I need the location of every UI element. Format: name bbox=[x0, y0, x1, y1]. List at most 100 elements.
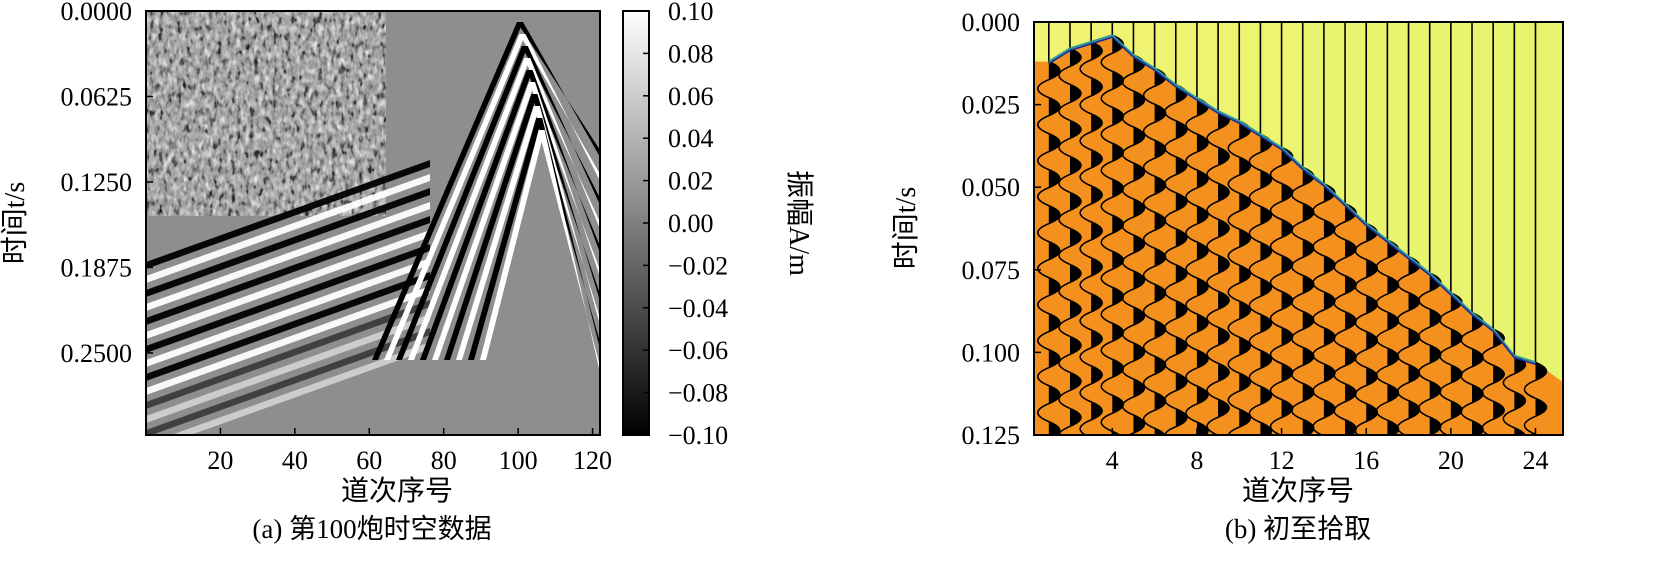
heatmap-a bbox=[146, 11, 600, 435]
trace-positive-fill bbox=[1091, 41, 1103, 60]
trace-positive-fill bbox=[1069, 264, 1081, 283]
trace-positive-fill bbox=[1323, 255, 1335, 274]
x-tick-label-b: 24 bbox=[1522, 446, 1548, 475]
wavefront-band-left bbox=[480, 130, 545, 360]
trace-positive-fill bbox=[1429, 381, 1441, 400]
wavefront-band-left bbox=[408, 58, 531, 360]
trace-positive-fill bbox=[1091, 149, 1103, 168]
trace-positive-fill bbox=[1345, 347, 1357, 366]
trace-positive-fill bbox=[1154, 428, 1165, 435]
x-axis-a: 20 40 60 80 100 120 bbox=[207, 428, 612, 475]
trace-positive-fill bbox=[1112, 143, 1124, 162]
trace-positive-fill bbox=[1281, 327, 1293, 346]
colorbar-tick-label: 0.02 bbox=[668, 167, 714, 196]
wavefront-band-left bbox=[456, 106, 540, 360]
trace-positive-fill bbox=[1091, 185, 1103, 204]
trace-positive-fill bbox=[1048, 277, 1060, 296]
trace-positive-fill bbox=[1133, 235, 1145, 254]
trace-positive-fill bbox=[1218, 255, 1230, 274]
trace-positive-fill bbox=[1366, 295, 1378, 314]
trace-positive-fill bbox=[1302, 419, 1314, 435]
colorbar-tick-label: 0.04 bbox=[668, 124, 714, 153]
trace-positive-fill bbox=[1091, 401, 1103, 420]
y-tick-label-a: 0.1875 bbox=[61, 253, 133, 282]
x-axis-label-b: 道次序号 bbox=[1242, 475, 1354, 507]
colorbar-tick-label: −0.10 bbox=[668, 421, 728, 450]
panel-b: 0.000 0.025 0.050 0.075 0.100 0.125 4 8 12 16 20 2… bbox=[890, 8, 1564, 544]
trace-positive-fill bbox=[1281, 183, 1293, 202]
trace-positive-fill bbox=[1387, 384, 1399, 403]
trace-positive-fill bbox=[1239, 373, 1251, 392]
trace-positive-fill bbox=[1387, 276, 1399, 295]
trace-positive-fill bbox=[1450, 328, 1462, 347]
x-tick-label-a: 80 bbox=[431, 446, 457, 475]
trace-positive-fill bbox=[1450, 400, 1462, 419]
trace-positive-fill bbox=[1281, 291, 1293, 310]
trace-positive-fill bbox=[1345, 275, 1357, 294]
trace-positive-fill bbox=[1387, 348, 1399, 367]
trace-positive-fill bbox=[1112, 323, 1124, 342]
trace-positive-fill bbox=[1175, 300, 1187, 319]
trace-positive-fill bbox=[1345, 383, 1357, 402]
caption-b: (b) 初至拾取 bbox=[1225, 514, 1371, 544]
trace-positive-fill bbox=[1323, 291, 1335, 310]
x-tick-label-a: 100 bbox=[499, 446, 538, 475]
trace-positive-fill bbox=[1133, 127, 1145, 146]
trace-positive-fill bbox=[1154, 248, 1166, 267]
trace-positive-fill bbox=[1133, 199, 1145, 218]
trace-positive-fill bbox=[1323, 219, 1335, 238]
y-tick-label-b: 0.075 bbox=[962, 256, 1021, 285]
trace-positive-fill bbox=[1302, 239, 1314, 258]
colorbar-tick-label: −0.06 bbox=[668, 336, 728, 365]
trace-positive-fill bbox=[1175, 408, 1187, 427]
colorbar-tick-label: 0.10 bbox=[668, 0, 714, 26]
trace-positive-fill bbox=[1048, 169, 1060, 188]
trace-positive-fill bbox=[1493, 365, 1505, 384]
trace-positive-fill bbox=[1154, 284, 1166, 303]
trace-positive-fill bbox=[1239, 301, 1251, 320]
trace-positive-fill bbox=[1429, 309, 1441, 328]
trace-positive-fill bbox=[1069, 408, 1081, 427]
trace-positive-fill bbox=[1472, 420, 1484, 435]
reflection-band bbox=[146, 314, 430, 423]
x-tick-label-a: 60 bbox=[356, 446, 382, 475]
wiggle-plot-b bbox=[1034, 22, 1563, 435]
y-axis-label-a: 时间t/s bbox=[0, 182, 31, 264]
trace-positive-fill bbox=[1196, 133, 1208, 152]
trace-positive-fill bbox=[1260, 386, 1272, 405]
trace-positive-fill bbox=[1345, 239, 1357, 258]
trace-positive-fill bbox=[1239, 157, 1251, 176]
trace-positive-fill bbox=[1260, 278, 1272, 297]
trace-positive-fill bbox=[1091, 77, 1103, 96]
trace-positive-fill bbox=[1260, 242, 1272, 261]
trace-positive-fill bbox=[1196, 277, 1208, 296]
trace-positive-fill bbox=[1281, 219, 1293, 238]
y-axis-b: 0.000 0.025 0.050 0.075 0.100 0.125 bbox=[962, 8, 1041, 450]
trace-positive-fill bbox=[1260, 422, 1272, 435]
plot-frame-a bbox=[145, 10, 601, 436]
trace-positive-fill bbox=[1302, 347, 1314, 366]
colorbar-label: 振幅A/m bbox=[783, 170, 815, 276]
trace-positive-fill bbox=[1133, 271, 1145, 290]
trace-positive-fill bbox=[1112, 287, 1124, 306]
trace-positive-fill bbox=[1196, 205, 1208, 224]
y-tick-label-b: 0.125 bbox=[962, 421, 1021, 450]
trace-positive-fill bbox=[1112, 71, 1124, 90]
trace-positive-fill bbox=[1218, 219, 1230, 238]
trace-positive-fill bbox=[1218, 327, 1230, 346]
trace-positive-fill bbox=[1260, 206, 1272, 225]
trace-positive-fill bbox=[1260, 350, 1272, 369]
reflection-band bbox=[146, 258, 430, 367]
colorbar-tick-label: 0.00 bbox=[668, 209, 714, 238]
trace-positive-fill bbox=[1218, 183, 1230, 202]
trace-positive-fill bbox=[1133, 163, 1145, 182]
colorbar-tick-label: −0.02 bbox=[668, 251, 728, 280]
trace-positive-fill bbox=[1239, 265, 1251, 284]
y-tick-label-b: 0.050 bbox=[962, 173, 1021, 202]
trace-positive-fill bbox=[1048, 97, 1060, 116]
trace-positive-fill bbox=[1133, 415, 1145, 434]
y-tick-label-b: 0.025 bbox=[962, 91, 1021, 120]
reflection-band bbox=[146, 188, 430, 297]
trace-positive-fill bbox=[1091, 365, 1103, 384]
colorbar-ticks: 0.10 0.08 0.06 0.04 0.02 0.00 −0.02 −0.04 −0.06 −… bbox=[643, 0, 728, 450]
